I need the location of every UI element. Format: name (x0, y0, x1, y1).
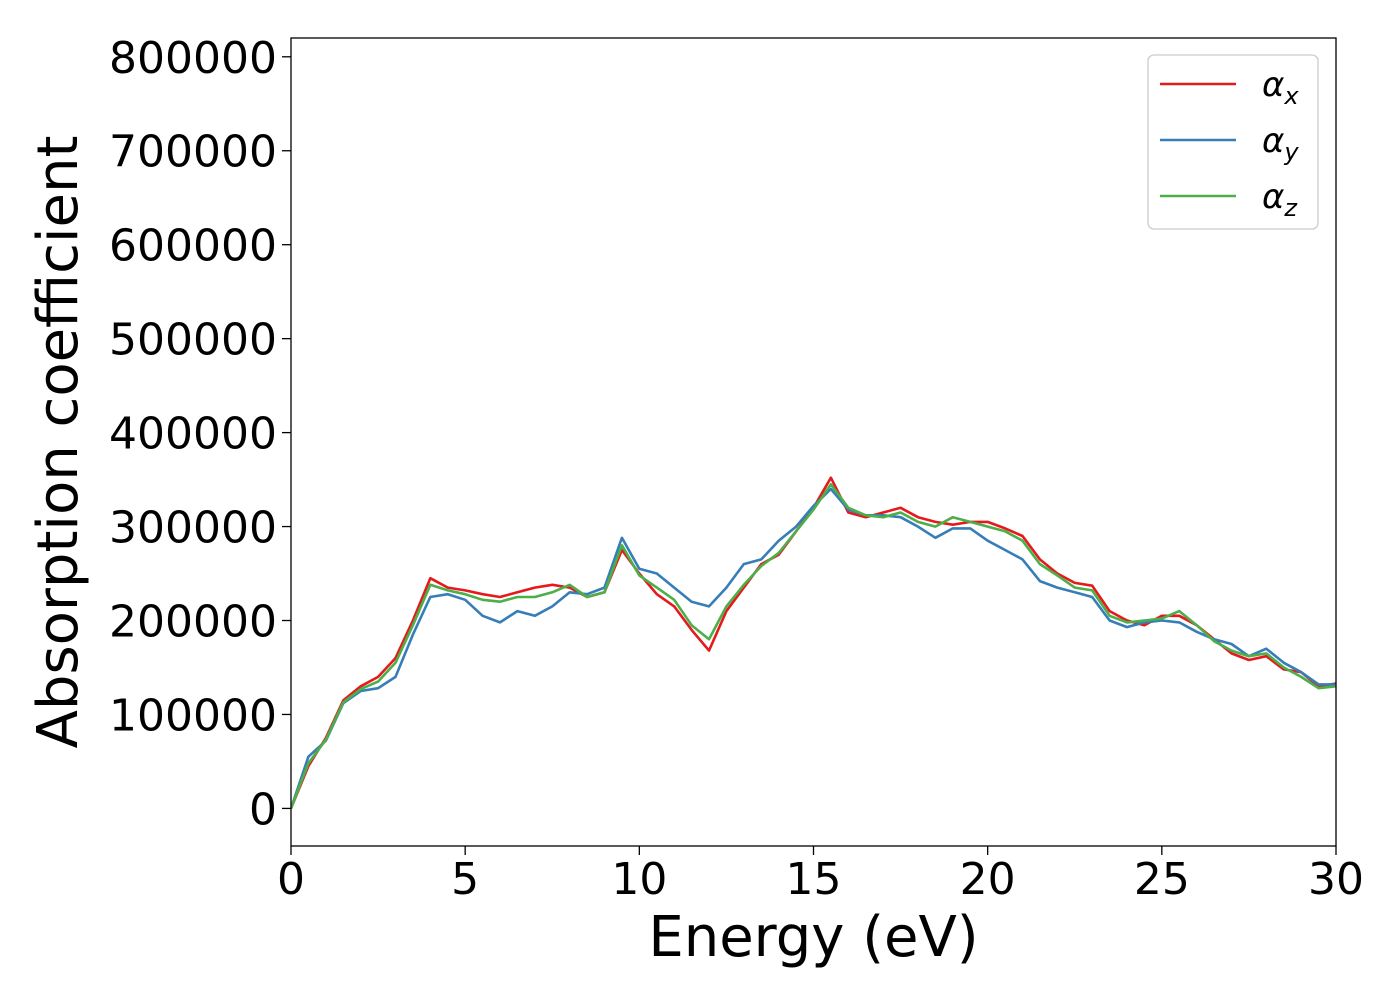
y-tick-label: 0 (249, 784, 277, 835)
series-line-z (291, 483, 1336, 809)
y-tick-label: 600000 (109, 221, 277, 272)
y-tick-label: 400000 (109, 409, 277, 460)
x-axis-label: Energy (eV) (648, 905, 978, 970)
y-tick-label: 100000 (109, 690, 277, 741)
y-tick-label: 200000 (109, 597, 277, 648)
y-tick-label: 700000 (109, 127, 277, 178)
series-line-y (291, 487, 1336, 809)
y-axis-label: Absorption coefficient (26, 136, 91, 749)
x-tick-label: 20 (960, 854, 1016, 905)
y-axis-ticks: 0 100000 200000 300000 400000 500000 600000 700… (109, 33, 291, 835)
x-tick-label: 15 (786, 854, 842, 905)
x-tick-label: 25 (1134, 854, 1190, 905)
y-tick-label: 500000 (109, 315, 277, 366)
legend-item-y: αy (1160, 121, 1299, 166)
x-tick-label: 5 (451, 854, 479, 905)
series-line-x (291, 476, 1336, 809)
series-layer (291, 476, 1336, 809)
x-tick-label: 30 (1308, 854, 1364, 905)
legend-box (1147, 54, 1319, 230)
x-axis-ticks: 0 5 10 15 20 25 30 (277, 846, 1364, 905)
y-tick-label: 300000 (109, 503, 277, 554)
y-tick-label: 800000 (109, 33, 277, 84)
x-tick-label: 0 (277, 854, 305, 905)
x-tick-label: 10 (611, 854, 667, 905)
